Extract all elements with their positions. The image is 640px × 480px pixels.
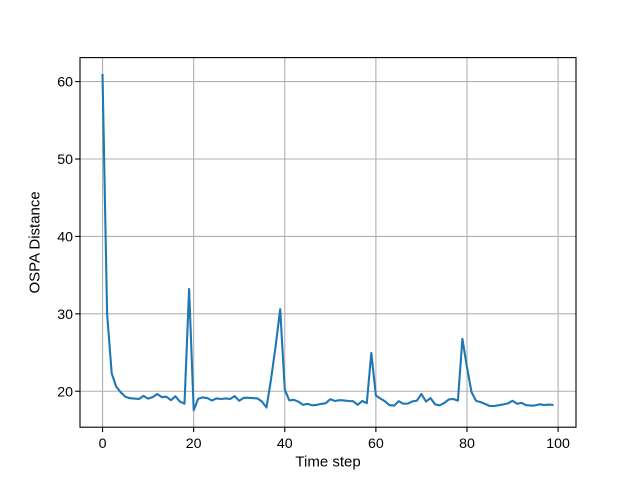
svg-text:20: 20 (57, 384, 73, 400)
svg-text:60: 60 (368, 436, 384, 452)
svg-text:30: 30 (57, 307, 73, 323)
svg-text:100: 100 (546, 436, 570, 452)
svg-text:40: 40 (57, 230, 73, 246)
svg-text:20: 20 (186, 436, 202, 452)
svg-text:60: 60 (57, 75, 73, 91)
svg-text:80: 80 (459, 436, 475, 452)
svg-text:OSPA Distance: OSPA Distance (27, 191, 44, 293)
svg-text:40: 40 (277, 436, 293, 452)
svg-text:Time step: Time step (295, 453, 360, 470)
svg-text:50: 50 (57, 152, 73, 168)
svg-text:0: 0 (99, 436, 107, 452)
